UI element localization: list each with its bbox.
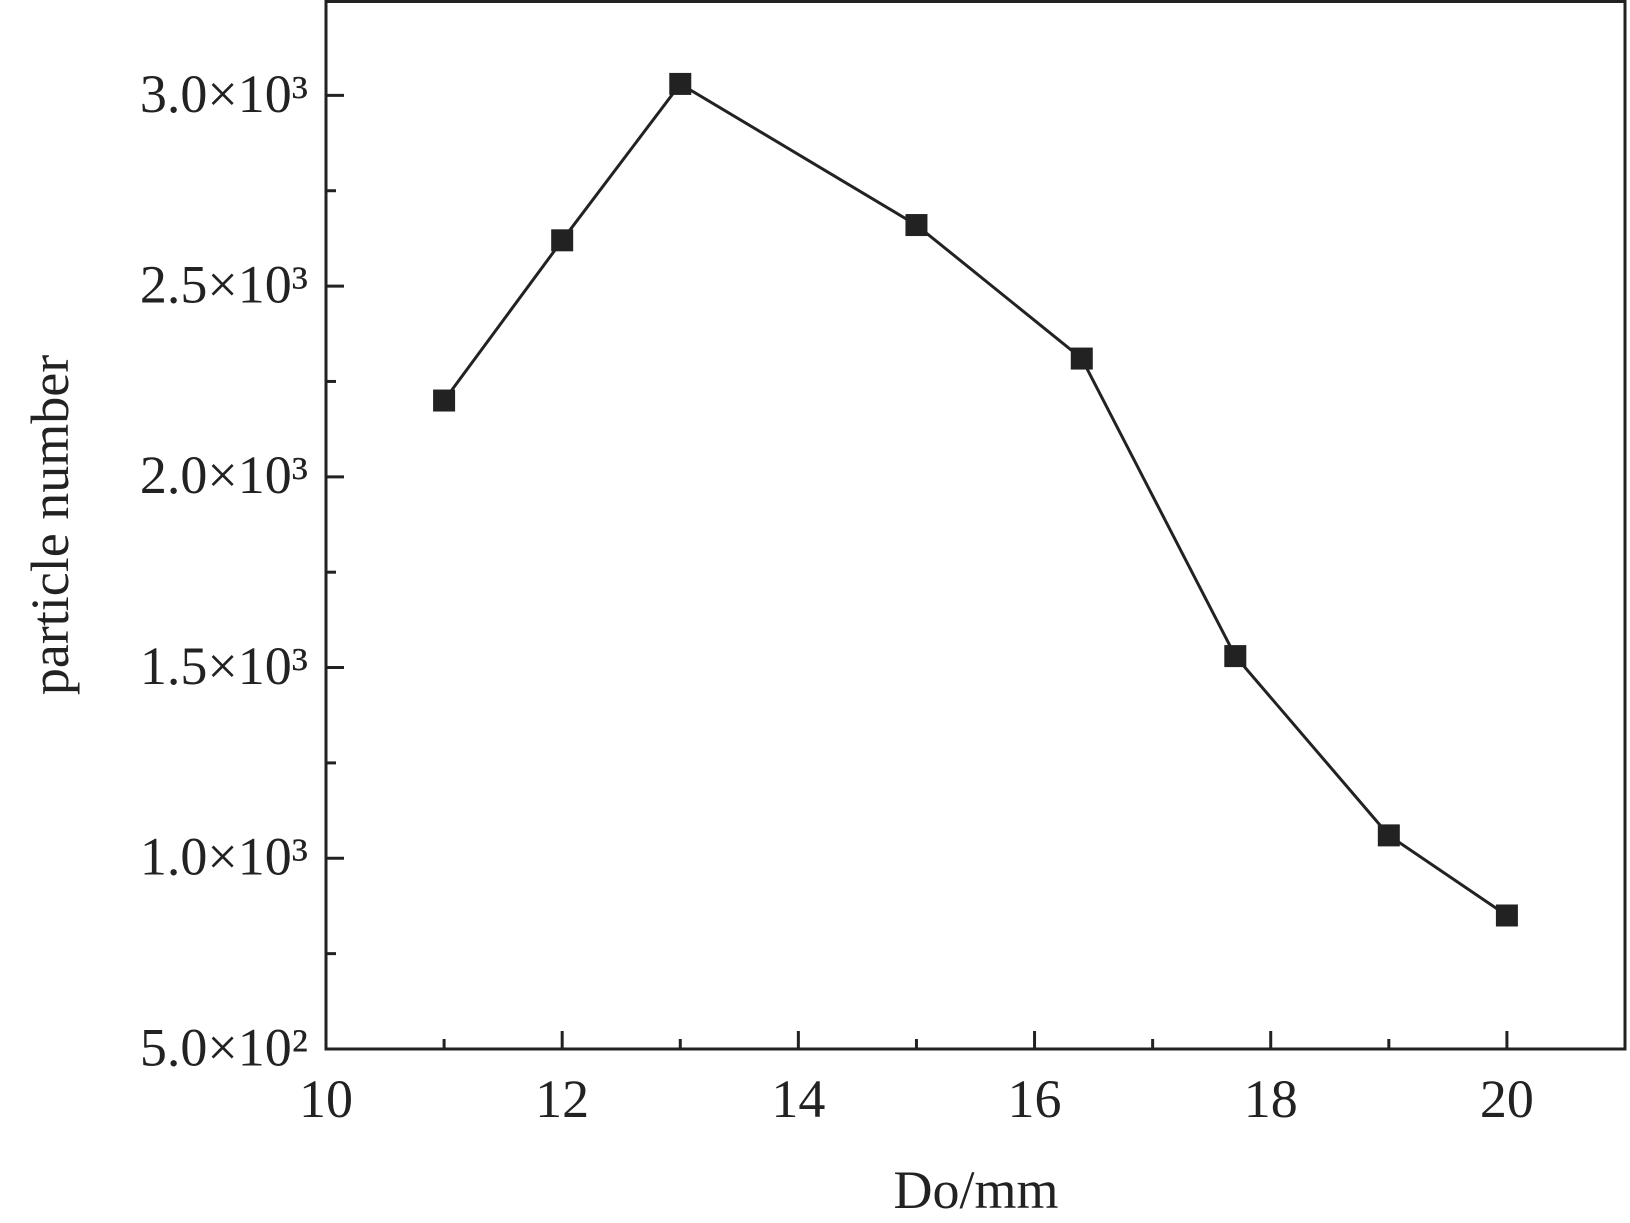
marker [1377,824,1400,847]
x-tick-label: 12 [535,1069,589,1129]
marker [1495,904,1518,927]
plot-frame [324,0,1627,1051]
y-tick-label: 3.0×10³ [140,64,308,124]
marker [1224,645,1247,668]
x-tick-label: 16 [1008,1069,1062,1129]
y-axis-label: particle number [20,355,80,695]
x-tick-label: 20 [1480,1069,1534,1129]
x-axis-label: Do/mm [893,1160,1058,1220]
y-tick-label: 1.0×10³ [140,827,308,887]
x-tick-label: 18 [1244,1069,1298,1129]
x-tick-label: 14 [771,1069,825,1129]
y-tick-label: 5.0×10² [140,1017,308,1077]
y-tick-label: 1.5×10³ [140,636,308,696]
marker [669,72,692,95]
marker [433,389,456,412]
x-tick-label: 10 [299,1069,353,1129]
series-line [442,81,1508,917]
y-tick-label: 2.0×10³ [140,445,308,505]
y-tick-label: 2.5×10³ [140,254,308,314]
marker [905,214,928,237]
marker [551,229,574,252]
marker [1070,347,1093,370]
